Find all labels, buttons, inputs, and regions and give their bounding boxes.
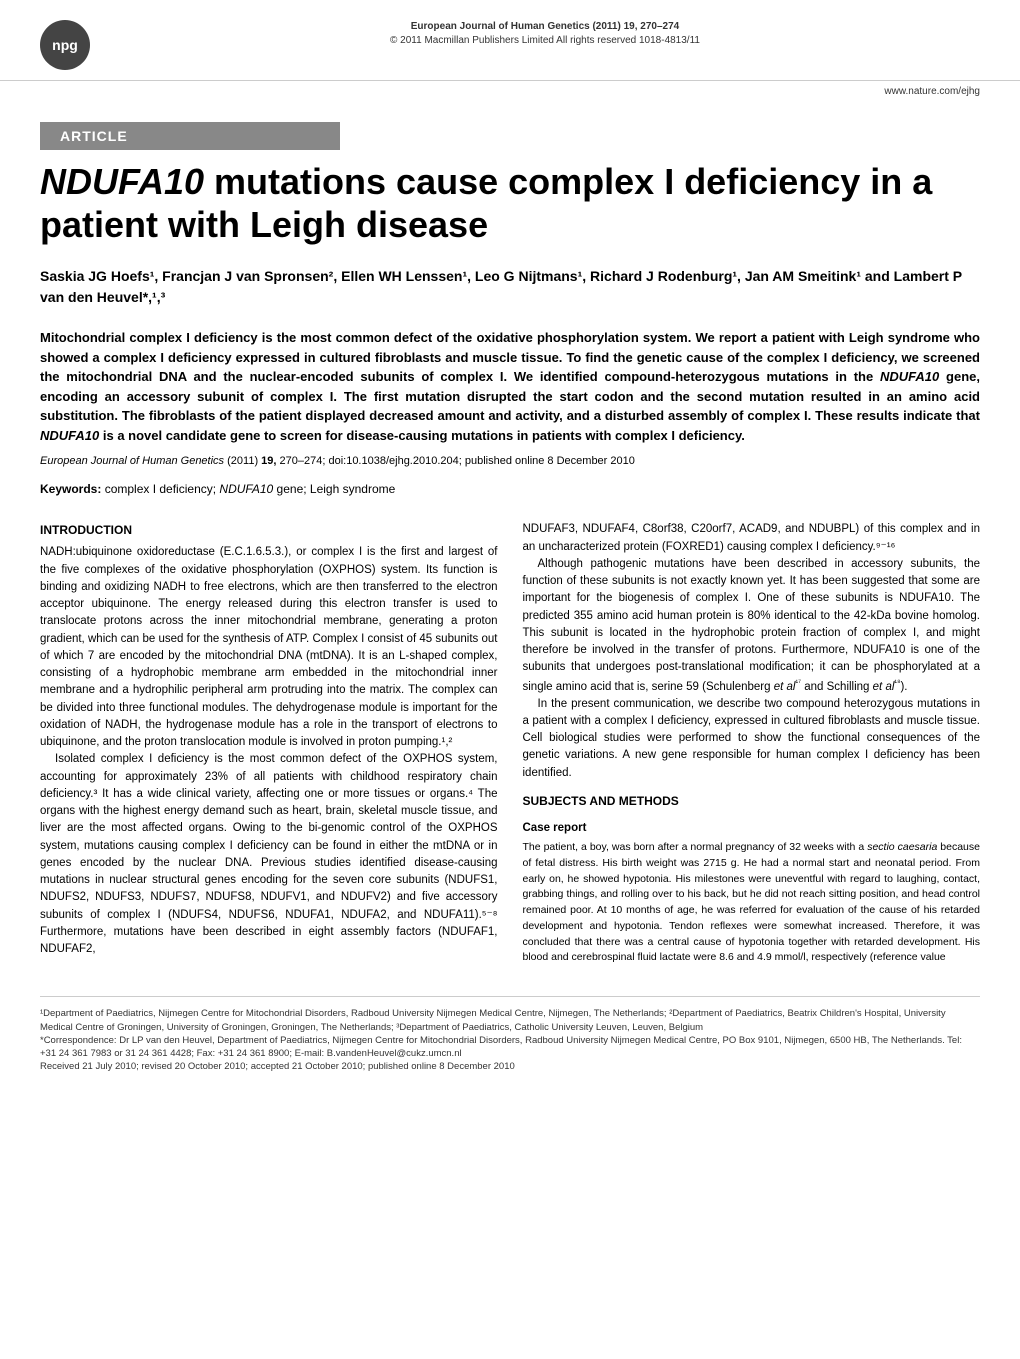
citation-year: (2011) bbox=[227, 455, 261, 467]
left-column: INTRODUCTION NADH:ubiquinone oxidoreduct… bbox=[40, 521, 498, 966]
citation-journal: European Journal of Human Genetics bbox=[40, 455, 224, 467]
citation-pages: 270–274; doi:10.1038/ejhg.2010.204; publ… bbox=[276, 455, 634, 467]
affiliations: ¹Department of Paediatrics, Nijmegen Cen… bbox=[40, 1007, 980, 1034]
right-column: NDUFAF3, NDUFAF4, C8orf38, C20orf7, ACAD… bbox=[523, 521, 981, 966]
intro-para4: In the present communication, we describ… bbox=[523, 696, 981, 782]
body-columns: INTRODUCTION NADH:ubiquinone oxidoreduct… bbox=[40, 521, 980, 966]
subjects-methods-heading: SUBJECTS AND METHODS bbox=[523, 792, 981, 810]
para3-end: ). bbox=[900, 680, 907, 692]
dates: Received 21 July 2010; revised 20 Octobe… bbox=[40, 1060, 980, 1073]
abstract-gene2: NDUFA10 bbox=[40, 428, 99, 443]
abstract: Mitochondrial complex I deficiency is th… bbox=[40, 328, 980, 445]
case-rest: because of fetal distress. His birth wei… bbox=[523, 841, 981, 963]
para3-ref2: et al bbox=[873, 680, 895, 692]
abstract-part1: Mitochondrial complex I deficiency is th… bbox=[40, 330, 980, 384]
case-report-para: The patient, a boy, was born after a nor… bbox=[523, 840, 981, 966]
title-gene: NDUFA10 bbox=[40, 161, 204, 202]
abstract-part3: is a novel candidate gene to screen for … bbox=[99, 428, 745, 443]
page-header: npg European Journal of Human Genetics (… bbox=[0, 0, 1020, 81]
authors-list: Saskia JG Hoefs¹, Francjan J van Spronse… bbox=[40, 266, 980, 308]
abstract-gene1: NDUFA10 bbox=[880, 369, 939, 384]
article-title: NDUFA10 mutations cause complex I defici… bbox=[40, 160, 980, 246]
article-type-label: ARTICLE bbox=[40, 122, 340, 150]
publisher-badge: npg bbox=[40, 20, 90, 70]
case-italic: sectio caesaria bbox=[867, 841, 937, 853]
header-meta: European Journal of Human Genetics (2011… bbox=[110, 20, 980, 48]
case-report-heading: Case report bbox=[523, 820, 981, 837]
keywords-text2: gene; Leigh syndrome bbox=[273, 482, 395, 496]
keywords-label: Keywords: bbox=[40, 482, 101, 496]
para3-text: Although pathogenic mutations have been … bbox=[523, 558, 981, 693]
keywords-gene: NDUFA10 bbox=[219, 482, 273, 496]
citation: European Journal of Human Genetics (2011… bbox=[40, 455, 980, 467]
correspondence: *Correspondence: Dr LP van den Heuvel, D… bbox=[40, 1034, 980, 1061]
intro-para2-cont: NDUFAF3, NDUFAF4, C8orf38, C20orf7, ACAD… bbox=[523, 521, 981, 556]
intro-para2: Isolated complex I deficiency is the mos… bbox=[40, 751, 498, 958]
intro-para3: Although pathogenic mutations have been … bbox=[523, 556, 981, 696]
introduction-heading: INTRODUCTION bbox=[40, 521, 498, 539]
keywords: Keywords: complex I deficiency; NDUFA10 … bbox=[40, 482, 980, 496]
citation-volume: 19, bbox=[261, 455, 276, 467]
journal-url: www.nature.com/ejhg bbox=[0, 81, 1020, 112]
intro-para1: NADH:ubiquinone oxidoreductase (E.C.1.6.… bbox=[40, 544, 498, 751]
keywords-text1: complex I deficiency; bbox=[101, 482, 219, 496]
copyright-line: © 2011 Macmillan Publishers Limited All … bbox=[110, 34, 980, 48]
footer: ¹Department of Paediatrics, Nijmegen Cen… bbox=[40, 996, 980, 1073]
para3-ref1: et al bbox=[774, 680, 796, 692]
case-start: The patient, a boy, was born after a nor… bbox=[523, 841, 868, 853]
journal-title: European Journal of Human Genetics (2011… bbox=[110, 20, 980, 34]
para3-mid: and Schilling bbox=[801, 680, 873, 692]
